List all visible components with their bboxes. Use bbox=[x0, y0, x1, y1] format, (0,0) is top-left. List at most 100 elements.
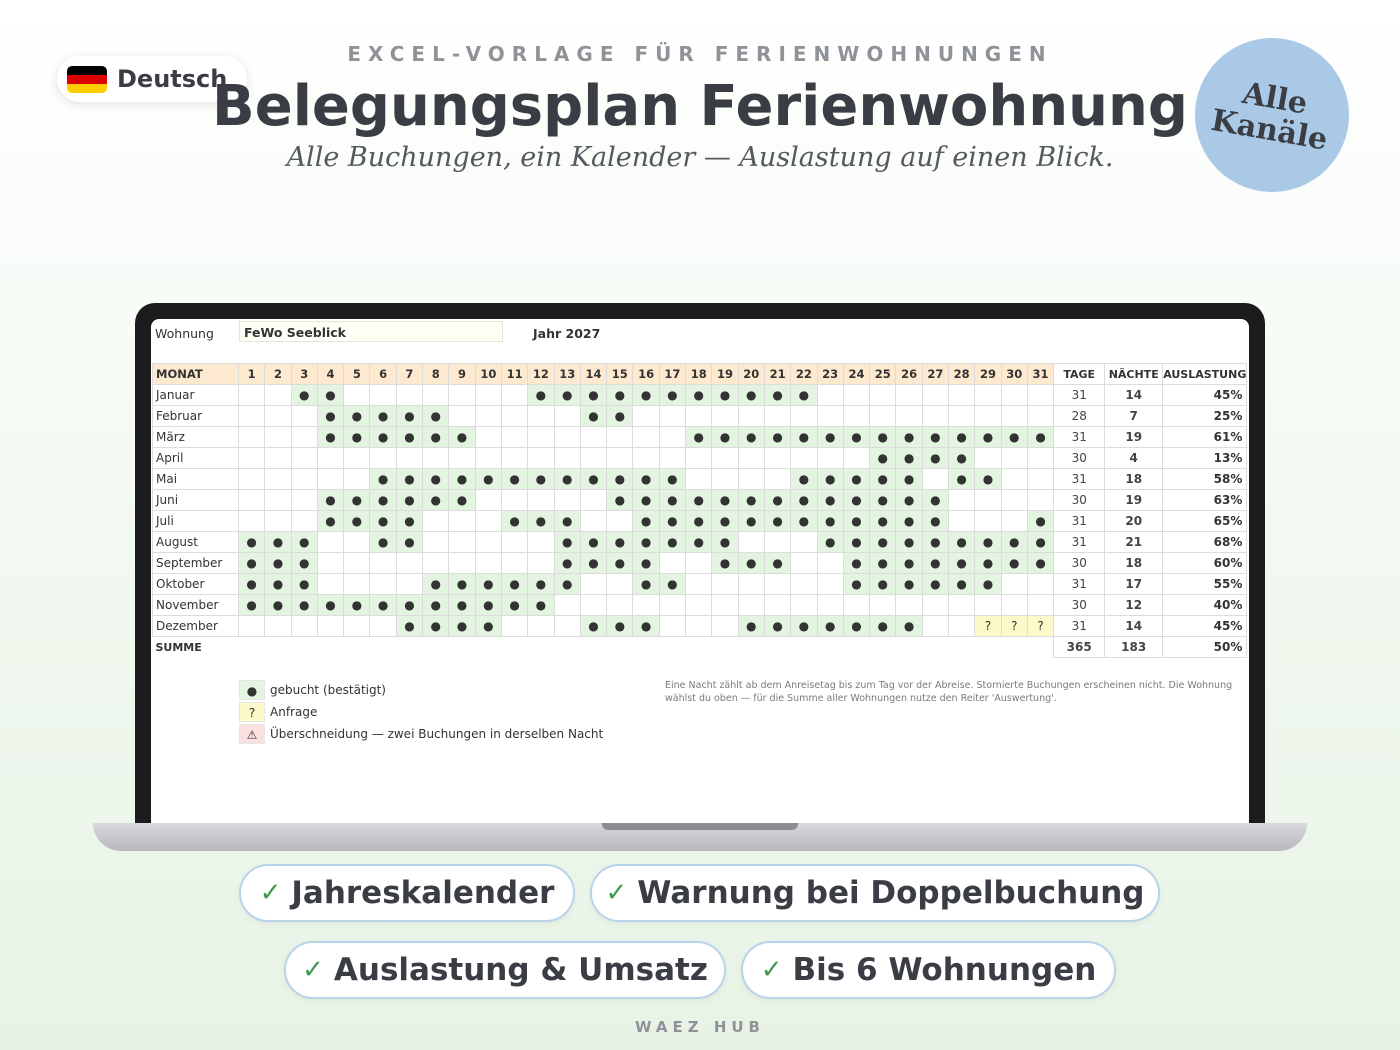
booked-cell[interactable]: ● bbox=[474, 615, 502, 637]
booked-cell[interactable]: ● bbox=[763, 510, 792, 532]
booked-cell[interactable]: ● bbox=[763, 426, 792, 448]
booked-cell[interactable]: ● bbox=[763, 552, 792, 574]
booked-cell[interactable]: ● bbox=[632, 531, 660, 553]
day-cell[interactable] bbox=[921, 405, 950, 427]
day-cell[interactable] bbox=[763, 573, 792, 595]
booked-cell[interactable]: ● bbox=[474, 594, 502, 616]
booked-cell[interactable]: ● bbox=[369, 594, 397, 616]
day-cell[interactable] bbox=[632, 447, 660, 469]
day-cell[interactable] bbox=[290, 615, 318, 637]
day-cell[interactable] bbox=[264, 405, 292, 427]
booked-cell[interactable]: ● bbox=[685, 510, 713, 532]
day-cell[interactable] bbox=[527, 405, 555, 427]
day-cell[interactable] bbox=[237, 447, 266, 469]
day-cell[interactable] bbox=[658, 552, 687, 574]
booked-cell[interactable]: ● bbox=[816, 615, 844, 637]
day-cell[interactable] bbox=[500, 489, 529, 511]
day-cell[interactable] bbox=[842, 384, 871, 406]
booked-cell[interactable]: ● bbox=[974, 468, 1002, 490]
booked-cell[interactable]: ● bbox=[343, 489, 371, 511]
booked-cell[interactable]: ● bbox=[711, 531, 739, 553]
booked-cell[interactable]: ● bbox=[369, 426, 397, 448]
apartment-select[interactable]: FeWo Seeblick bbox=[239, 321, 503, 342]
day-cell[interactable] bbox=[579, 510, 608, 532]
day-cell[interactable] bbox=[1026, 468, 1055, 490]
day-cell[interactable] bbox=[869, 405, 897, 427]
booked-cell[interactable]: ● bbox=[527, 573, 555, 595]
day-cell[interactable] bbox=[737, 594, 765, 616]
booked-cell[interactable]: ● bbox=[842, 468, 871, 490]
day-cell[interactable] bbox=[316, 447, 345, 469]
day-cell[interactable] bbox=[816, 552, 844, 574]
day-cell[interactable] bbox=[290, 426, 318, 448]
day-cell[interactable] bbox=[553, 594, 581, 616]
day-cell[interactable] bbox=[606, 594, 634, 616]
day-cell[interactable] bbox=[869, 594, 897, 616]
day-cell[interactable] bbox=[448, 384, 476, 406]
booked-cell[interactable]: ● bbox=[895, 489, 923, 511]
booked-cell[interactable]: ● bbox=[816, 426, 844, 448]
day-cell[interactable] bbox=[237, 489, 266, 511]
booked-cell[interactable]: ● bbox=[316, 405, 345, 427]
booked-cell[interactable]: ● bbox=[527, 594, 555, 616]
day-cell[interactable] bbox=[264, 615, 292, 637]
day-cell[interactable] bbox=[264, 426, 292, 448]
day-cell[interactable] bbox=[711, 405, 739, 427]
day-cell[interactable] bbox=[527, 552, 555, 574]
day-cell[interactable] bbox=[658, 405, 687, 427]
booked-cell[interactable]: ● bbox=[842, 531, 871, 553]
day-cell[interactable] bbox=[816, 384, 844, 406]
booked-cell[interactable]: ● bbox=[737, 510, 765, 532]
day-cell[interactable] bbox=[763, 531, 792, 553]
booked-cell[interactable]: ● bbox=[237, 531, 266, 553]
booked-cell[interactable]: ● bbox=[763, 489, 792, 511]
day-cell[interactable] bbox=[1026, 447, 1055, 469]
booked-cell[interactable]: ● bbox=[395, 594, 424, 616]
day-cell[interactable] bbox=[685, 615, 713, 637]
day-cell[interactable] bbox=[553, 615, 581, 637]
booked-cell[interactable]: ● bbox=[895, 447, 923, 469]
booked-cell[interactable]: ● bbox=[1000, 531, 1028, 553]
booked-cell[interactable]: ● bbox=[606, 552, 634, 574]
day-cell[interactable] bbox=[974, 489, 1002, 511]
booked-cell[interactable]: ● bbox=[553, 573, 581, 595]
day-cell[interactable] bbox=[579, 489, 608, 511]
day-cell[interactable] bbox=[816, 447, 844, 469]
booked-cell[interactable]: ● bbox=[632, 615, 660, 637]
day-cell[interactable] bbox=[237, 615, 266, 637]
booked-cell[interactable]: ● bbox=[422, 573, 450, 595]
booked-cell[interactable]: ● bbox=[948, 573, 976, 595]
booked-cell[interactable]: ● bbox=[579, 468, 608, 490]
day-cell[interactable] bbox=[921, 615, 950, 637]
booked-cell[interactable]: ● bbox=[448, 426, 476, 448]
day-cell[interactable] bbox=[606, 447, 634, 469]
day-cell[interactable] bbox=[369, 573, 397, 595]
booked-cell[interactable]: ● bbox=[553, 384, 581, 406]
day-cell[interactable] bbox=[1000, 447, 1028, 469]
day-cell[interactable] bbox=[579, 594, 608, 616]
day-cell[interactable] bbox=[816, 405, 844, 427]
booked-cell[interactable]: ● bbox=[448, 594, 476, 616]
booked-cell[interactable]: ● bbox=[264, 573, 292, 595]
booked-cell[interactable]: ● bbox=[500, 468, 529, 490]
day-cell[interactable] bbox=[974, 405, 1002, 427]
day-cell[interactable] bbox=[711, 447, 739, 469]
booked-cell[interactable]: ● bbox=[500, 573, 529, 595]
booked-cell[interactable]: ● bbox=[632, 510, 660, 532]
day-cell[interactable] bbox=[1000, 489, 1028, 511]
booked-cell[interactable]: ● bbox=[237, 573, 266, 595]
day-cell[interactable] bbox=[895, 384, 923, 406]
day-cell[interactable] bbox=[895, 405, 923, 427]
day-cell[interactable] bbox=[527, 426, 555, 448]
day-cell[interactable] bbox=[632, 405, 660, 427]
booked-cell[interactable]: ● bbox=[553, 468, 581, 490]
booked-cell[interactable]: ● bbox=[869, 426, 897, 448]
day-cell[interactable] bbox=[369, 384, 397, 406]
request-cell[interactable]: ? bbox=[1000, 615, 1028, 637]
booked-cell[interactable]: ● bbox=[422, 615, 450, 637]
day-cell[interactable] bbox=[316, 573, 345, 595]
booked-cell[interactable]: ● bbox=[921, 531, 950, 553]
booked-cell[interactable]: ● bbox=[737, 552, 765, 574]
day-cell[interactable] bbox=[237, 405, 266, 427]
booked-cell[interactable]: ● bbox=[579, 615, 608, 637]
